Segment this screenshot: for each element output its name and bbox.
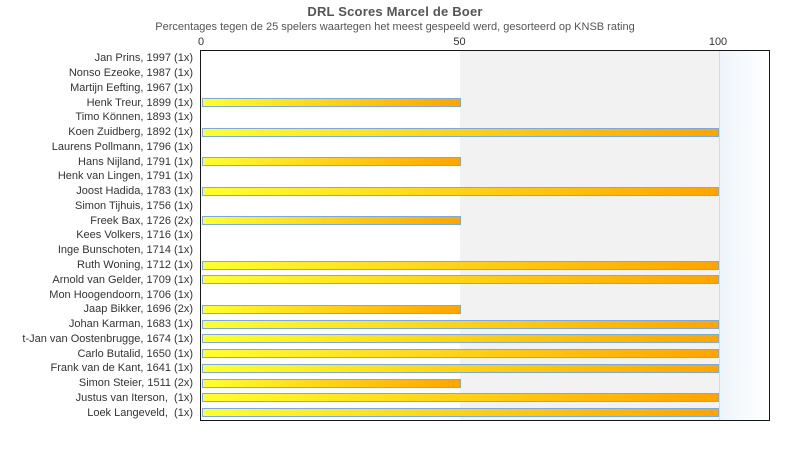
category-label: Johan Karman, 1683 (1x) (0, 317, 193, 332)
category-label-text: Loek Langeveld, (1x) (87, 406, 193, 419)
chart-subtitle: Percentages tegen de 25 spelers waartege… (155, 21, 635, 33)
category-label: Jaap Bikker, 1696 (2x) (0, 302, 193, 317)
bar-25 (202, 408, 719, 417)
category-label-text: Nonso Ezeoke, 1987 (1x) (68, 67, 193, 80)
category-label-text: Frank van de Kant, 1641 (1x) (50, 362, 193, 375)
bar-6 (202, 128, 719, 137)
category-label: Frank van de Kant, 1641 (1x) (0, 361, 193, 376)
category-label-text: Justus van Iterson, (1x) (75, 391, 193, 404)
bar-15 (202, 261, 719, 270)
category-label-text: Mon Hoogendoorn, 1706 (1x) (49, 288, 193, 301)
x-tick-0: 0 (197, 36, 205, 48)
category-label: Hans Nijland, 1791 (1x) (0, 154, 193, 169)
category-label-text: Timo Können, 1893 (1x) (75, 111, 193, 124)
category-label-text: Arnold van Gelder, 1709 (1x) (52, 273, 193, 286)
x-tick-100: 100 (708, 36, 728, 48)
category-label: Simon Tijhuis, 1756 (1x) (0, 199, 193, 214)
category-label-text: Johan Karman, 1683 (1x) (68, 318, 193, 331)
category-label-text: Ruth Woning, 1712 (1x) (77, 259, 193, 271)
category-label: Jan Prins, 1997 (1x) (0, 51, 193, 66)
gridline-100 (719, 51, 720, 420)
category-label-text: t-Jan van Oostenbrugge, 1674 (1x) (22, 332, 193, 345)
category-label-text: Laurens Pollmann, 1796 (1x) (51, 140, 193, 153)
category-label-text: Jan Prins, 1997 (1x) (94, 52, 193, 65)
category-label: Freek Bax, 1726 (2x) (0, 213, 193, 228)
category-label: Simon Steier, 1511 (2x) (0, 376, 193, 391)
category-label-text: Henk van Lingen, 1791 (1x) (57, 170, 193, 183)
bar-22 (202, 364, 719, 373)
bar-10 (202, 187, 719, 196)
zone-50-100 (460, 51, 719, 420)
category-label: Henk Treur, 1899 (1x) (0, 95, 193, 110)
category-label-text: Simon Steier, 1511 (2x) (78, 377, 193, 390)
bar-18 (202, 305, 461, 314)
x-axis-ticks: 0 50 100 (0, 36, 790, 49)
category-label: Inge Bunschoten, 1714 (1x) (0, 243, 193, 258)
bar-23 (202, 379, 461, 388)
category-label: Henk van Lingen, 1791 (1x) (0, 169, 193, 184)
plot-area (200, 50, 770, 421)
category-label: t-Jan van Oostenbrugge, 1674 (1x) (0, 331, 193, 346)
category-label-text: Koen Zuidberg, 1892 (1x) (68, 126, 193, 139)
category-label: Nonso Ezeoke, 1987 (1x) (0, 66, 193, 81)
category-label: Laurens Pollmann, 1796 (1x) (0, 140, 193, 155)
bar-16 (202, 275, 719, 284)
category-label: Carlo Butalid, 1650 (1x) (0, 346, 193, 361)
category-label: Mon Hoogendoorn, 1706 (1x) (0, 287, 193, 302)
category-label-text: Jaap Bikker, 1696 (2x) (83, 303, 193, 316)
category-label-text: Freek Bax, 1726 (2x) (90, 214, 193, 227)
bar-21 (202, 349, 719, 358)
category-label: Ruth Woning, 1712 (1x) (0, 258, 193, 273)
category-label: Koen Zuidberg, 1892 (1x) (0, 125, 193, 140)
category-label-text: Kees Volkers, 1716 (1x) (76, 229, 193, 242)
category-label: Arnold van Gelder, 1709 (1x) (0, 272, 193, 287)
category-label: Justus van Iterson, (1x) (0, 390, 193, 405)
category-label-text: Simon Tijhuis, 1756 (1x) (75, 199, 193, 212)
category-label-text: Inge Bunschoten, 1714 (1x) (57, 244, 193, 257)
bar-4 (202, 98, 461, 107)
category-label: Martijn Eefting, 1967 (1x) (0, 81, 193, 96)
category-label-text: Hans Nijland, 1791 (1x) (78, 155, 193, 168)
bar-8 (202, 157, 461, 166)
bar-19 (202, 320, 719, 329)
category-label-column: Jan Prins, 1997 (1x) Nonso Ezeoke, 1987 (… (0, 51, 193, 420)
x-tick-50: 50 (453, 36, 466, 48)
bar-20 (202, 334, 719, 343)
category-label: Joost Hadida, 1783 (1x) (0, 184, 193, 199)
category-label: Kees Volkers, 1716 (1x) (0, 228, 193, 243)
zone-beyond-100 (719, 51, 769, 420)
category-label: Timo Können, 1893 (1x) (0, 110, 193, 125)
category-label: Loek Langeveld, (1x) (0, 405, 193, 420)
chart-title: DRL Scores Marcel de Boer (307, 4, 483, 19)
category-label-text: Carlo Butalid, 1650 (1x) (77, 347, 193, 360)
category-label-text: Henk Treur, 1899 (1x) (86, 96, 193, 109)
bar-12 (202, 216, 461, 225)
category-label-text: Joost Hadida, 1783 (1x) (76, 185, 193, 198)
category-label-text: Martijn Eefting, 1967 (1x) (70, 81, 193, 94)
bar-24 (202, 393, 719, 402)
